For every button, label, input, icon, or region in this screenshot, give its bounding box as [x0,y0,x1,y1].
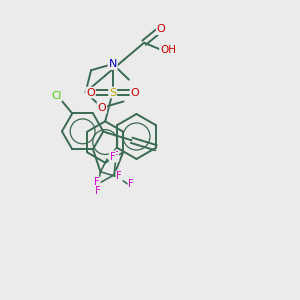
Text: F: F [110,152,115,162]
Text: F: F [94,177,100,188]
Text: O: O [86,88,95,98]
Text: O: O [98,103,106,113]
Text: OH: OH [160,45,176,55]
Text: N: N [109,59,117,69]
Text: O: O [157,24,166,34]
Text: F: F [113,151,118,161]
Text: Cl: Cl [51,91,62,101]
Text: F: F [116,171,122,181]
Text: S: S [109,88,116,98]
Text: F: F [94,186,100,196]
Text: F: F [128,179,134,189]
Text: O: O [130,88,139,98]
